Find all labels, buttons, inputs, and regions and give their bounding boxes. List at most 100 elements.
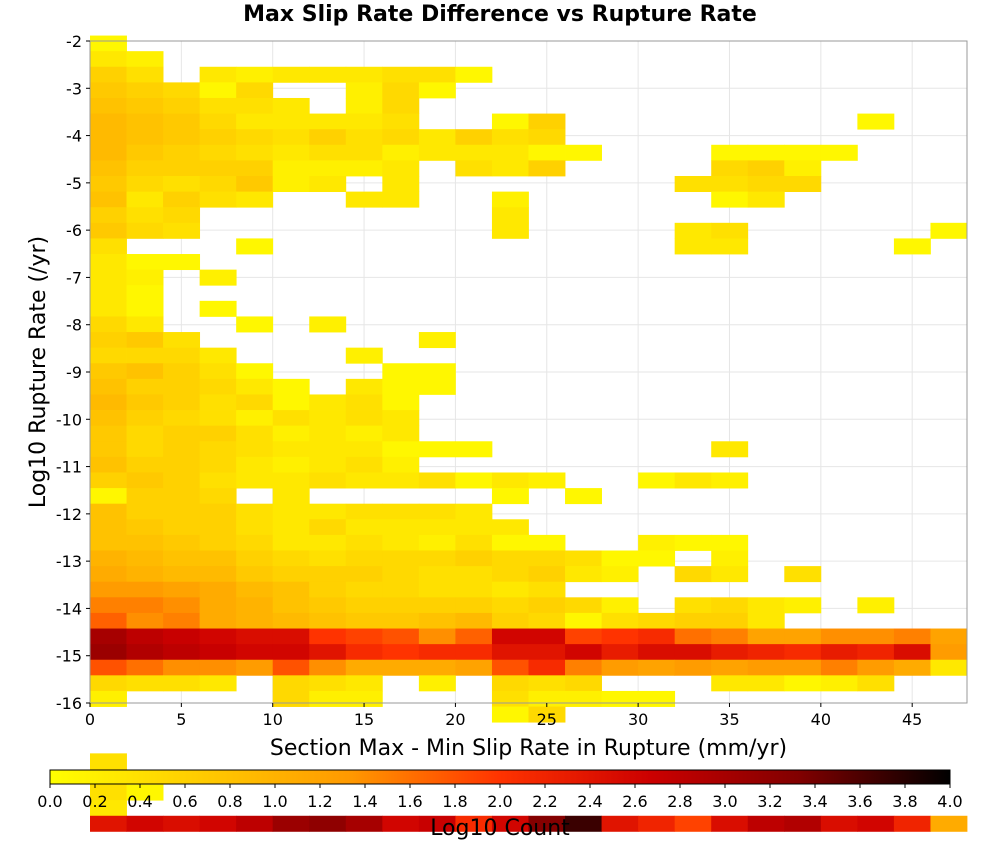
heatmap-cell [455, 66, 493, 83]
heatmap-cell [455, 612, 493, 629]
heatmap-cell [126, 550, 164, 567]
x-tick-label: 45 [902, 710, 922, 729]
heatmap-cell [747, 160, 785, 177]
heatmap-cell [345, 519, 383, 536]
heatmap-cell [930, 222, 968, 239]
heatmap-cell [272, 534, 310, 551]
heatmap-cell [893, 628, 931, 645]
heatmap-cell [491, 472, 529, 489]
heatmap-cell [163, 394, 201, 411]
heatmap-cell [638, 612, 676, 629]
y-axis-ticks: -2 -3 -4 -5 -6 -7 -8 -9 -10 -11 -12 -13 -14 -15 -16 [56, 32, 90, 713]
heatmap-cell [565, 815, 602, 832]
heatmap-cell [309, 394, 347, 411]
heatmap-cell [236, 534, 274, 551]
heatmap-cell [126, 144, 164, 161]
heatmap-cell [418, 659, 456, 676]
heatmap-cell [345, 503, 383, 520]
heatmap-cell [309, 550, 347, 567]
heatmap-cell [90, 472, 127, 489]
heatmap-cell [565, 550, 602, 567]
heatmap-cell [90, 363, 127, 380]
y-axis-title: Log10 Rupture Rate (/yr) [26, 236, 51, 508]
heatmap-cell [163, 222, 201, 239]
heatmap-cell [455, 519, 493, 536]
heatmap-cell [272, 441, 310, 458]
heatmap-cell [272, 644, 310, 661]
heatmap-cell [601, 597, 639, 614]
heatmap-cell [491, 612, 529, 629]
heatmap-cell [455, 503, 493, 520]
heatmap-cell [90, 550, 127, 567]
heatmap-cell [382, 612, 420, 629]
heatmap-cell [309, 644, 347, 661]
heatmap-cell [491, 628, 529, 645]
heatmap-cell [455, 144, 493, 161]
heatmap-cell [418, 441, 456, 458]
heatmap-cell [126, 254, 164, 271]
heatmap-cell [711, 675, 749, 692]
heatmap-cell [382, 550, 420, 567]
heatmap-cell [163, 675, 201, 692]
heatmap-cell [309, 519, 347, 536]
colorbar-tick-label: 2.8 [667, 792, 692, 811]
heatmap-cell [163, 815, 201, 832]
heatmap-cell [893, 238, 931, 255]
heatmap-cell [491, 129, 529, 146]
colorbar-tick-label: 0.0 [37, 792, 62, 811]
heatmap-cell [236, 550, 274, 567]
heatmap-cell [418, 363, 456, 380]
heatmap-cell [345, 644, 383, 661]
heatmap-cell [90, 113, 127, 130]
heatmap-cell [126, 784, 164, 801]
heatmap-cell [345, 659, 383, 676]
heatmap-cell [309, 690, 347, 707]
heatmap-cell [747, 628, 785, 645]
heatmap-cell [126, 675, 164, 692]
heatmap-cell [491, 519, 529, 536]
heatmap-cell [90, 441, 127, 458]
heatmap-cell [382, 659, 420, 676]
heatmap-cell [418, 534, 456, 551]
heatmap-cell [272, 97, 310, 114]
colorbar-tick-label: 4.0 [937, 792, 962, 811]
heatmap-cell [199, 550, 237, 567]
heatmap-cell [309, 316, 347, 333]
heatmap-cell [528, 612, 566, 629]
heatmap-cell [565, 144, 602, 161]
heatmap-cell [272, 488, 310, 505]
heatmap-cell [601, 566, 639, 583]
heatmap-cell [309, 160, 347, 177]
heatmap-cell [784, 628, 822, 645]
heatmap-cell [382, 363, 420, 380]
heatmap-cell [272, 410, 310, 427]
heatmap-cell [711, 815, 749, 832]
heatmap-cell [236, 612, 274, 629]
y-tick-label: -6 [66, 221, 82, 240]
heatmap-cell [236, 160, 274, 177]
heatmap-cell [491, 644, 529, 661]
heatmap-cell [674, 612, 712, 629]
heatmap-cell [90, 488, 127, 505]
heatmap-cell [345, 82, 383, 99]
heatmap-cell [90, 425, 127, 442]
heatmap-cell [491, 222, 529, 239]
heatmap-cell [418, 612, 456, 629]
heatmap-cell [272, 144, 310, 161]
heatmap-cell [711, 160, 749, 177]
heatmap-cell [674, 222, 712, 239]
heatmap-cell [309, 628, 347, 645]
heatmap-cell [528, 644, 566, 661]
heatmap-cell [491, 191, 529, 208]
heatmap-cell [126, 160, 164, 177]
heatmap-cell [309, 472, 347, 489]
heatmap-cell [930, 644, 968, 661]
heatmap-cell [126, 207, 164, 224]
heatmap-cell [90, 612, 127, 629]
heatmap-cell [199, 441, 237, 458]
heatmap-cell [491, 706, 529, 723]
heatmap-cell [309, 675, 347, 692]
heatmap-cell [455, 644, 493, 661]
heatmap-cell [565, 675, 602, 692]
heatmap-cell [126, 519, 164, 536]
